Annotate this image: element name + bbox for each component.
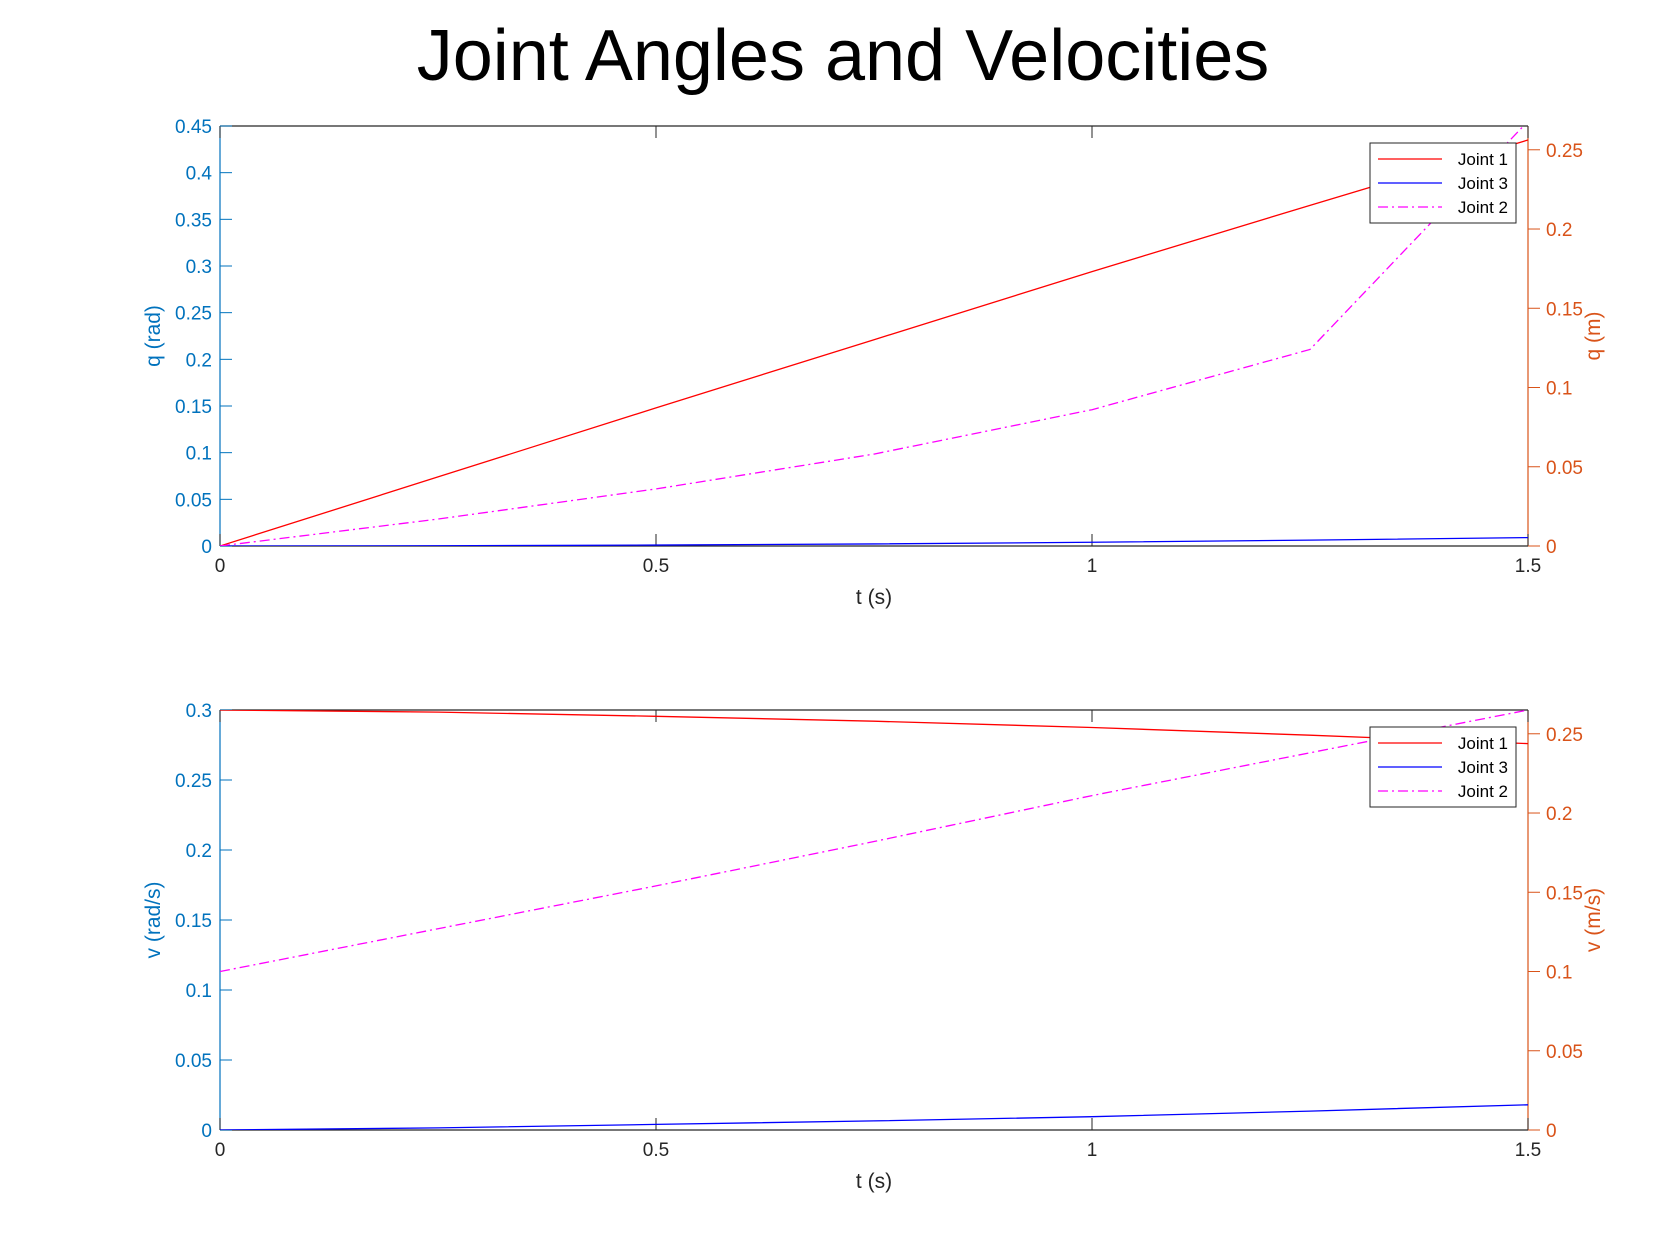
y-right-tick-label: 0.15 bbox=[1546, 883, 1583, 904]
legend: Joint 1 Joint 3 Joint 2 bbox=[1369, 142, 1517, 224]
y-left-tick-label: 0.15 bbox=[175, 397, 212, 418]
y-left-tick-label: 0 bbox=[201, 537, 212, 558]
x-tick-label: 0.5 bbox=[643, 556, 669, 577]
y-left-tick-label: 0.35 bbox=[175, 210, 212, 231]
y-left-tick-label: 0.3 bbox=[186, 701, 212, 722]
y-left-tick-label: 0.25 bbox=[175, 771, 212, 792]
y-left-tick-label: 0 bbox=[201, 1121, 212, 1142]
series-line bbox=[220, 710, 1528, 973]
y-axis-left-label: q (rad) bbox=[142, 305, 165, 367]
x-axis-label: t (s) bbox=[856, 1170, 892, 1193]
y-right-tick-label: 0.25 bbox=[1546, 725, 1583, 746]
series-line bbox=[220, 710, 1528, 745]
plot-1: 0 0.5 1 1.500.050.10.150.20.250.30.350.40.4… bbox=[142, 117, 1605, 609]
y-left-tick-label: 0.2 bbox=[186, 841, 212, 862]
y-left-tick-label: 0.1 bbox=[186, 981, 212, 1002]
x-tick-label: 0.5 bbox=[643, 1140, 669, 1161]
y-right-tick-label: 0.05 bbox=[1546, 458, 1583, 479]
x-tick-label: 1.5 bbox=[1515, 1140, 1541, 1161]
series-group bbox=[220, 710, 1528, 1130]
y-right-tick-label: 0.05 bbox=[1546, 1042, 1583, 1063]
y-left-tick-label: 0.2 bbox=[186, 350, 212, 371]
x-tick-label: 0 bbox=[215, 556, 226, 577]
y-left-tick-label: 0.1 bbox=[186, 444, 212, 465]
y-axis-right-label: v (m/s) bbox=[1582, 888, 1605, 952]
y-right-tick-label: 0 bbox=[1546, 537, 1557, 558]
series-line bbox=[220, 139, 1528, 546]
x-tick-label: 1 bbox=[1087, 556, 1098, 577]
y-right-tick-label: 0.25 bbox=[1546, 141, 1583, 162]
legend-label: Joint 1 bbox=[1458, 734, 1508, 753]
y-left-tick-label: 0.05 bbox=[175, 490, 212, 511]
y-left-tick-label: 0.05 bbox=[175, 1051, 212, 1072]
x-axis-label: t (s) bbox=[856, 586, 892, 609]
y-right-tick-label: 0.2 bbox=[1546, 220, 1572, 241]
y-right-tick-label: 0 bbox=[1546, 1121, 1557, 1142]
legend: Joint 1 Joint 3 Joint 2 bbox=[1369, 726, 1517, 808]
y-right-tick-label: 0.1 bbox=[1546, 379, 1572, 400]
legend-label: Joint 3 bbox=[1458, 758, 1508, 777]
x-tick-label: 1 bbox=[1087, 1140, 1098, 1161]
y-left-tick-label: 0.25 bbox=[175, 304, 212, 325]
y-right-tick-label: 0.1 bbox=[1546, 963, 1572, 984]
series-line bbox=[220, 1104, 1528, 1130]
y-right-tick-label: 0.2 bbox=[1546, 804, 1572, 825]
y-left-tick-label: 0.3 bbox=[186, 257, 212, 278]
figure-title: Joint Angles and Velocities bbox=[417, 16, 1270, 96]
x-tick-label: 0 bbox=[215, 1140, 226, 1161]
y-left-tick-label: 0.4 bbox=[186, 164, 213, 185]
series-group bbox=[220, 126, 1528, 546]
legend-label: Joint 1 bbox=[1458, 150, 1508, 169]
y-axis-right-label: q (m) bbox=[1582, 312, 1605, 361]
x-tick-label: 1.5 bbox=[1515, 556, 1541, 577]
y-axis-left-label: v (rad/s) bbox=[142, 881, 165, 958]
y-left-tick-label: 0.15 bbox=[175, 911, 212, 932]
plot-2: 0 0.5 1 1.500.050.10.150.20.250.300.050.10.… bbox=[142, 701, 1605, 1193]
y-right-tick-label: 0.15 bbox=[1546, 299, 1583, 320]
legend-label: Joint 2 bbox=[1458, 782, 1508, 801]
series-line bbox=[220, 126, 1525, 546]
legend-label: Joint 3 bbox=[1458, 174, 1508, 193]
series-line bbox=[220, 536, 1528, 546]
y-left-tick-label: 0.45 bbox=[175, 117, 212, 138]
legend-label: Joint 2 bbox=[1458, 198, 1508, 217]
